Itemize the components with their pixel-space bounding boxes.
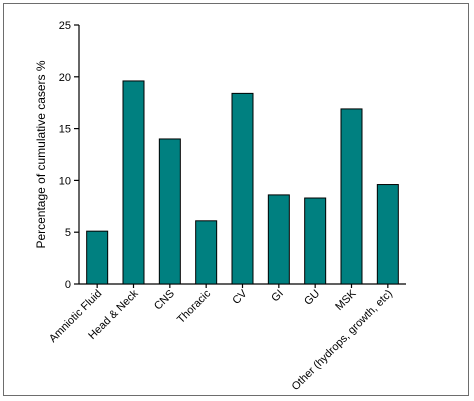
bar-cns	[158, 138, 181, 285]
x-tick-label: GU	[302, 288, 322, 308]
y-tick-label: 5	[65, 227, 71, 239]
y-tick-label: 25	[59, 20, 71, 32]
y-tick-label: 20	[59, 72, 71, 84]
bar-thoracic	[195, 220, 218, 285]
bar-gu	[304, 197, 327, 285]
bar-other-hydrops-growth-etc	[376, 184, 399, 285]
y-tick-label: 0	[65, 279, 71, 291]
bar-cv	[231, 92, 254, 285]
x-tick-label: MSK	[333, 287, 359, 313]
x-tick-label: GI	[269, 288, 286, 305]
y-tick-labels: 0 5 10 15 20 25	[59, 20, 71, 291]
bar-head-neck	[122, 80, 145, 285]
x-tick-label: Thoracic	[175, 287, 214, 326]
y-axis-title: Percentage of cumulative casers %	[34, 60, 48, 248]
bar-amniotic-fluid	[86, 230, 109, 285]
bars	[86, 80, 399, 285]
bar-gi	[267, 194, 290, 285]
bar-msk	[340, 108, 363, 285]
y-tick-label: 15	[59, 124, 71, 136]
x-tick-label: CV	[230, 287, 250, 307]
y-tick-label: 10	[59, 175, 71, 187]
x-tick-label: CNS	[152, 288, 177, 313]
